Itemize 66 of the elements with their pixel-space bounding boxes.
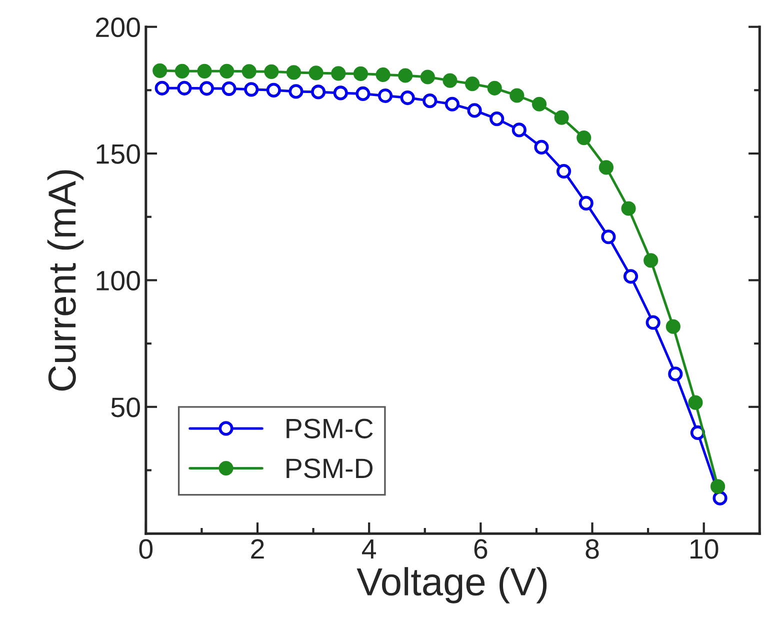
point [264, 64, 279, 79]
point [400, 90, 415, 106]
point [576, 130, 592, 146]
point [197, 64, 212, 78]
y-tick-label: 200 [96, 18, 140, 38]
point [487, 80, 502, 96]
x-axis-title: Voltage (V) [356, 567, 547, 604]
point [598, 160, 614, 175]
point [510, 88, 524, 103]
x-tick-label: 0 [139, 539, 153, 559]
point [534, 140, 549, 154]
x-tick-label: 4 [362, 539, 376, 559]
y-tick-label: 150 [96, 144, 140, 164]
point [398, 68, 413, 83]
point [244, 82, 259, 97]
y-axis-title: Current (mA) [47, 170, 84, 391]
point [668, 366, 683, 382]
point [623, 269, 638, 284]
point [465, 76, 480, 92]
point [177, 80, 192, 96]
point [666, 319, 680, 334]
point [378, 88, 393, 104]
point [512, 122, 526, 138]
point [690, 425, 706, 440]
point [578, 196, 594, 210]
point [266, 82, 281, 98]
point [710, 479, 726, 494]
point [220, 64, 234, 78]
y-tick-label: 50 [111, 398, 140, 418]
point [154, 80, 170, 96]
point [621, 201, 636, 216]
legend-label: PSM-D [286, 458, 373, 478]
point [442, 73, 458, 88]
point [422, 94, 438, 108]
point [152, 63, 168, 78]
point [532, 96, 547, 112]
point [311, 84, 326, 100]
legend-label: PSM-C [286, 418, 373, 438]
point [376, 67, 390, 82]
point [356, 86, 370, 102]
point [286, 65, 302, 80]
point [308, 66, 324, 80]
point [556, 164, 572, 179]
point [712, 490, 728, 506]
x-tick-label: 6 [474, 539, 488, 559]
point [288, 84, 304, 99]
point [242, 64, 256, 79]
x-tick-label: 8 [586, 539, 599, 559]
x-tick-label: 10 [690, 539, 718, 559]
x-tick-label: 2 [251, 539, 264, 559]
point [174, 64, 190, 78]
point [644, 253, 658, 268]
point [646, 315, 660, 330]
y-tick-label: 100 [96, 270, 140, 291]
point [331, 66, 346, 81]
point [601, 230, 616, 244]
point [199, 81, 214, 96]
point [444, 96, 460, 112]
point [333, 86, 348, 100]
point [467, 103, 482, 118]
point [490, 112, 504, 126]
point [554, 110, 569, 125]
point [420, 70, 435, 84]
point [222, 81, 236, 96]
point [688, 395, 703, 410]
point [353, 66, 368, 82]
